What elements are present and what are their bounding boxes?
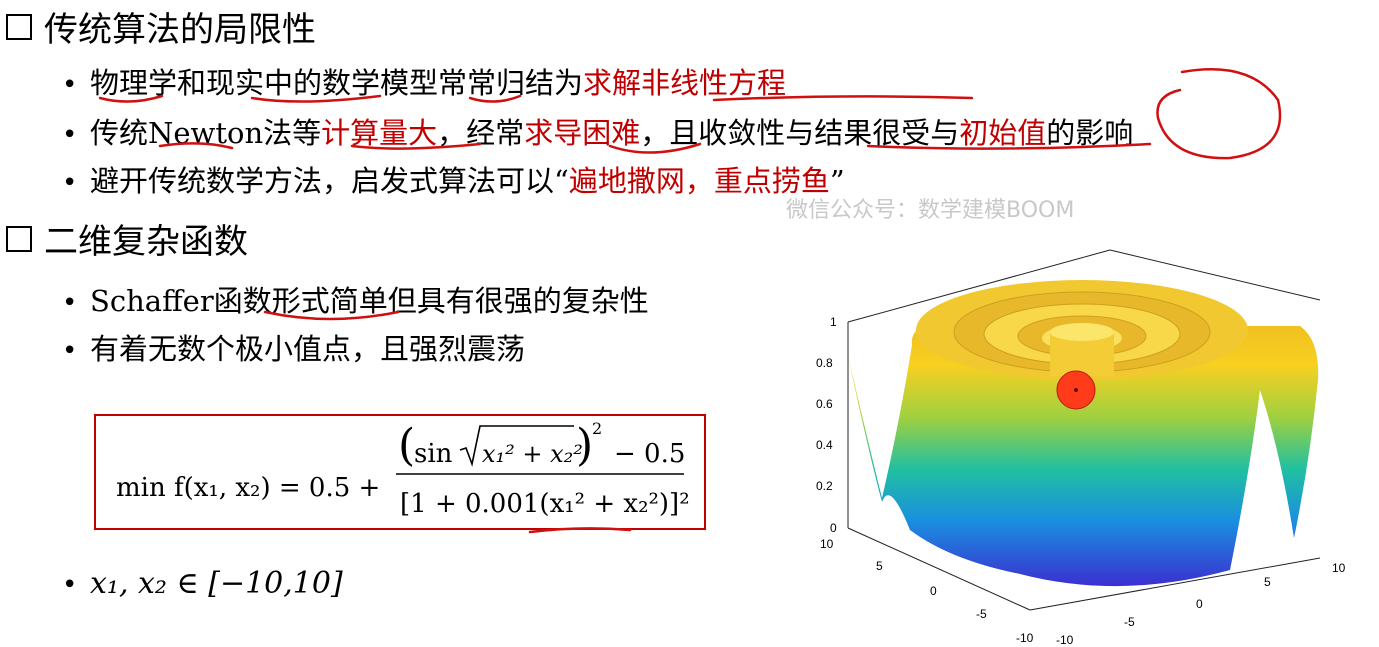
bullet-item: • 避开传统数学方法，启发式算法可以“ 遍地撒网，重点捞鱼” bbox=[62, 158, 845, 200]
z-tick: 0.8 bbox=[816, 356, 833, 370]
bullet-dot-icon: • bbox=[62, 288, 78, 318]
exponent-2: 2 bbox=[592, 419, 602, 438]
z-tick: 0.2 bbox=[816, 479, 833, 493]
section-heading-limitations: 传统算法的局限性 bbox=[6, 2, 316, 51]
plot-axes bbox=[847, 249, 1321, 611]
formula-radicand: x₁² + x₂² bbox=[482, 440, 583, 468]
x-tick: 0 bbox=[1196, 597, 1203, 611]
bullet-text: ” bbox=[829, 164, 845, 198]
right-paren-icon: ) bbox=[576, 420, 593, 471]
formula-box: min f(x₁, x₂) = 0.5 + ( sin x₁² + x₂² ) … bbox=[94, 414, 706, 530]
section-heading-schaffer: 二维复杂函数 bbox=[6, 214, 248, 263]
bullet-highlight: 遍地撒网，重点捞鱼 bbox=[568, 164, 830, 198]
watermark-text: 微信公众号：数学建模BOOM bbox=[786, 198, 1075, 223]
y-tick: 0 bbox=[930, 584, 937, 598]
annotation-circle bbox=[1156, 68, 1282, 160]
checkbox-bullet-icon bbox=[6, 225, 32, 252]
z-tick: 0.4 bbox=[816, 438, 833, 452]
y-tick: 10 bbox=[820, 537, 834, 551]
y-tick: -10 bbox=[1016, 631, 1034, 645]
bullet-dot-icon: • bbox=[62, 120, 78, 150]
x-tick: -10 bbox=[1056, 633, 1074, 647]
z-tick: 1 bbox=[830, 315, 837, 329]
bullet-dot-icon: • bbox=[62, 168, 78, 198]
bullet-dot-icon: • bbox=[62, 70, 78, 100]
formula-sin: sin bbox=[414, 439, 453, 469]
checkbox-bullet-icon bbox=[6, 13, 32, 40]
z-tick: 0.6 bbox=[816, 397, 833, 411]
bullet-text: 的影响 bbox=[1046, 116, 1134, 150]
bullet-highlight: 计算量大 bbox=[321, 116, 438, 150]
x-tick: 10 bbox=[1332, 561, 1346, 575]
bullet-item: • Schaffer函数形式简单但具有很强的复杂性 bbox=[62, 278, 649, 320]
left-paren-icon: ( bbox=[398, 420, 415, 471]
z-tick: 0 bbox=[830, 521, 837, 535]
section-heading-text: 传统算法的局限性 bbox=[44, 10, 316, 50]
section-heading-text: 二维复杂函数 bbox=[44, 222, 248, 262]
schaffer-surface-plot: 0 0.2 0.4 0.6 0.8 1 10 5 0 -5 -10 10 5 0… bbox=[816, 249, 1346, 647]
formula-svg: min f(x₁, x₂) = 0.5 + ( sin x₁² + x₂² ) … bbox=[116, 419, 690, 519]
bullet-text: 物理学和现实中的数学模型常常归结为 bbox=[90, 66, 584, 100]
sqrt-icon bbox=[459, 425, 574, 467]
bullet-highlight: 初始值 bbox=[959, 116, 1047, 150]
bullet-text: ，经常 bbox=[437, 116, 525, 150]
bullet-highlight: 求导困难 bbox=[524, 116, 641, 150]
y-tick: 5 bbox=[876, 559, 883, 573]
x-tick: 5 bbox=[1264, 575, 1271, 589]
formula-denominator: [1 + 0.001(x₁² + x₂²)]² bbox=[400, 489, 690, 519]
bullet-highlight: 求解非线性方程 bbox=[583, 66, 787, 100]
formula-lhs: min f(x₁, x₂) = 0.5 + bbox=[116, 473, 380, 503]
domain-text: x₁, x₂ ∈ [−10,10] bbox=[90, 566, 343, 601]
formula-num-tail: − 0.5 bbox=[614, 439, 685, 469]
bullet-item: • 传统Newton法等 计算量大 ，经常 求导困难 ，且收敛性与结果很受与 初始值 的影响 bbox=[62, 110, 1133, 152]
bullet-text: 避开传统数学方法，启发式算法可以“ bbox=[90, 164, 569, 198]
bullet-text: 有着无数个极小值点，且强烈震荡 bbox=[90, 332, 526, 366]
x-tick: -5 bbox=[1124, 615, 1135, 629]
bullet-text: ，且收敛性与结果很受与 bbox=[640, 116, 960, 150]
bullet-item: • 物理学和现实中的数学模型常常归结为 求解非线性方程 bbox=[62, 60, 786, 102]
bullet-item: • x₁, x₂ ∈ [−10,10] bbox=[62, 566, 343, 601]
surface-body bbox=[848, 280, 1319, 587]
bullet-text: 传统Newton法等 bbox=[90, 116, 322, 150]
y-tick: -5 bbox=[976, 607, 987, 621]
marker-center-icon bbox=[1074, 388, 1078, 392]
bullet-text: Schaffer函数形式简单但具有很强的复杂性 bbox=[90, 284, 649, 318]
bullet-dot-icon: • bbox=[62, 570, 78, 600]
bullet-dot-icon: • bbox=[62, 336, 78, 366]
bullet-item: • 有着无数个极小值点，且强烈震荡 bbox=[62, 326, 525, 368]
